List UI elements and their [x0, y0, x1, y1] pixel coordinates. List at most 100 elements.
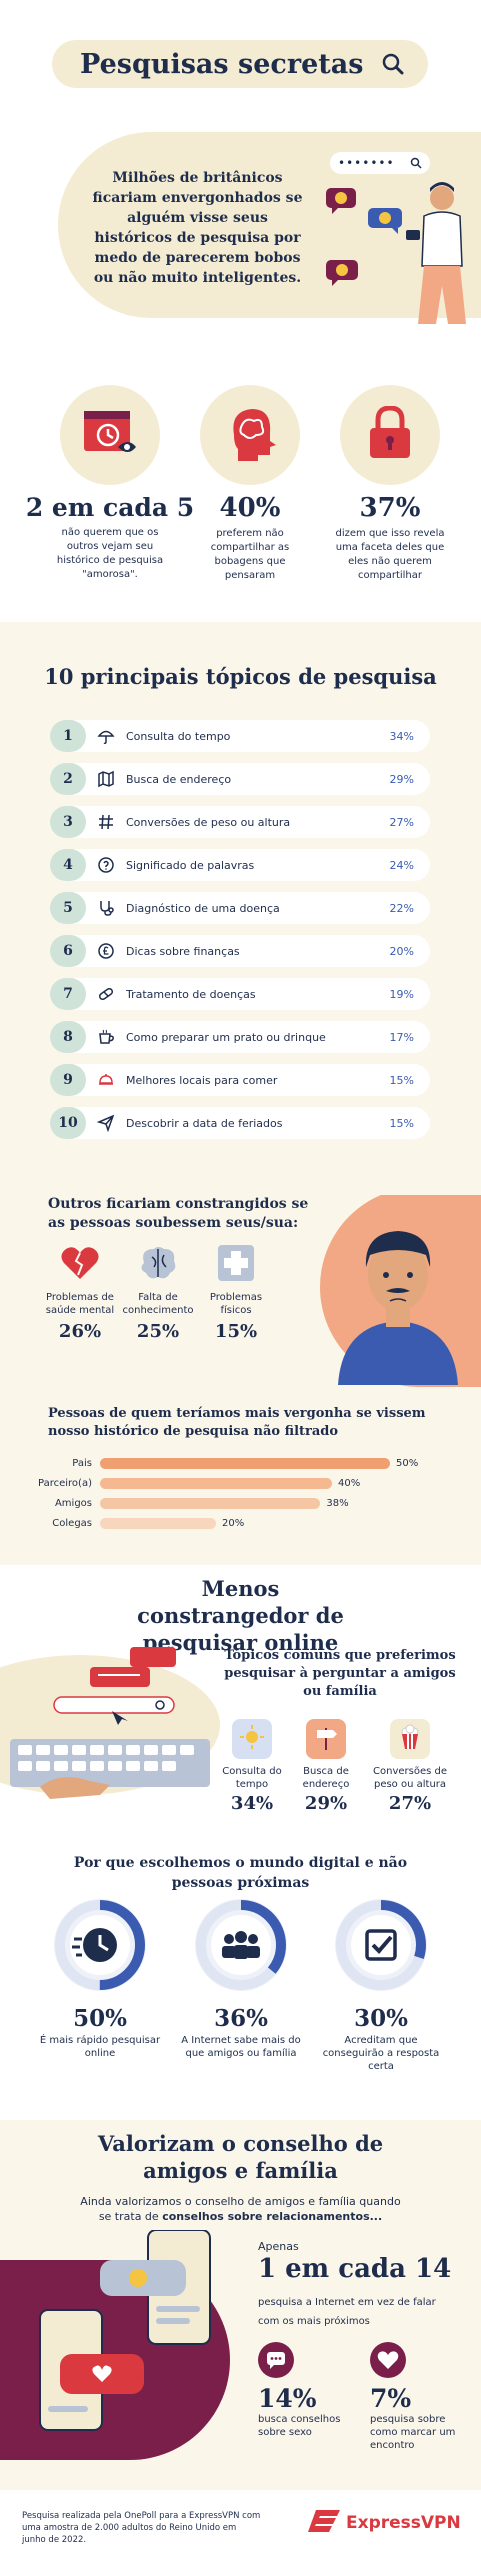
online-topic: Consulta do tempo 34%: [212, 1719, 292, 1814]
emoji-bubble-icon: [326, 260, 358, 290]
topic-row: 6 Dicas sobre finanças 20%: [50, 935, 430, 967]
stat-label: preferem não compartilhar as bobagens qu…: [210, 528, 290, 581]
item-value: 25%: [136, 1321, 180, 1342]
pound-icon: [86, 942, 126, 960]
stat-label: dizem que isso revela uma faceta deles q…: [335, 528, 445, 581]
bar-category-label: Amigos: [54, 1497, 92, 1509]
stat-label: não querem que os outros vejam seu histó…: [56, 527, 164, 580]
row-label: Tratamento de doenças: [126, 987, 256, 1001]
stat-value: 2 em cada 5: [25, 493, 195, 522]
embarrassed-section: Outros ficariam constrangidos se as pess…: [0, 1195, 481, 1565]
emoji-bubble-icon: [368, 208, 402, 238]
brand-logo[interactable]: ExpressVPN: [308, 2508, 461, 2538]
topic-label: Consulta do tempo: [222, 1766, 282, 1790]
man-with-phone-illustration: [402, 176, 481, 330]
item-label: Problemas físicos: [209, 1292, 263, 1316]
topic-icon-box: [390, 1719, 430, 1759]
brand-name: ExpressVPN: [346, 2513, 461, 2533]
stat-icon-circle: [200, 385, 300, 485]
cloche-icon: [86, 1071, 126, 1089]
topic-row: 1 Consulta do tempo 34%: [50, 720, 430, 752]
row-percent: 29%: [389, 772, 414, 786]
friends-item: 7% pesquisa sobre como marcar um encontr…: [370, 2342, 470, 2452]
donut-label: Acreditam que conseguirão a resposta cer…: [322, 2035, 440, 2072]
row-label: Diagnóstico de uma doença: [126, 901, 280, 915]
cup-icon: [86, 1028, 126, 1046]
donut-ring: [176, 1895, 306, 1995]
online-topic: Busca de endereço 29%: [286, 1719, 366, 1814]
online-subtitle: Tópicos comuns que preferimos pesquisar …: [224, 1648, 456, 1699]
row-percent: 15%: [389, 1116, 414, 1130]
head-brain-icon: [224, 405, 276, 465]
topic-row: 5 Diagnóstico de uma doença 22%: [50, 892, 430, 924]
expressvpn-logo-icon: [308, 2508, 342, 2538]
embarrassed-item: Problemas de saúde mental 26%: [40, 1245, 120, 1342]
donut-label: É mais rápido pesquisar online: [39, 2035, 161, 2059]
donut-stat: 50% É mais rápido pesquisar online: [35, 1895, 165, 2060]
bar-row: Pais 50%: [0, 1457, 418, 1469]
why-title: Por que escolhemos o mundo digital e não…: [73, 1855, 408, 1891]
row-percent: 15%: [389, 1073, 414, 1087]
bar-value-label: 20%: [222, 1517, 245, 1529]
topic-icon-box: [232, 1719, 272, 1759]
row-percent: 34%: [389, 729, 414, 743]
embarrassed-item: Problemas físicos 15%: [196, 1245, 276, 1342]
item-label: pesquisa sobre como marcar um encontro: [370, 2414, 456, 2451]
bar-category-label: Pais: [72, 1457, 92, 1469]
row-number: 6: [50, 935, 86, 967]
topic-value: 34%: [230, 1793, 274, 1814]
topic-value: 29%: [304, 1793, 348, 1814]
hash-icon: [86, 813, 126, 831]
item-label: Problemas de saúde mental: [45, 1292, 115, 1316]
item-value: 26%: [58, 1321, 102, 1342]
donut-stat: 30% Acreditam que conseguirão a resposta…: [316, 1895, 446, 2073]
row-label: Melhores locais para comer: [126, 1073, 278, 1087]
donut-label: A Internet sabe mais do que amigos ou fa…: [181, 2035, 301, 2059]
plane-icon: [86, 1114, 126, 1132]
chat-icon: [258, 2342, 294, 2378]
row-number: 3: [50, 806, 86, 838]
sun-icon: [239, 1724, 265, 1754]
big-label: pesquisa a Internet em vez de falar com …: [258, 2297, 436, 2327]
signpost-icon: [313, 1724, 339, 1754]
bar-row: Parceiro(a) 40%: [0, 1477, 360, 1489]
row-label: Dicas sobre finanças: [126, 944, 240, 958]
footer-note: Pesquisa realizada pela OnePoll para a E…: [22, 2511, 261, 2545]
umbrella-icon: [86, 727, 126, 745]
row-label: Busca de endereço: [126, 772, 232, 786]
stat-value: 37%: [359, 493, 421, 523]
item-value: 7%: [370, 2384, 412, 2413]
item-value: 15%: [214, 1321, 258, 1342]
friends-title: Valorizam o conselho de amigos e família: [97, 2131, 384, 2183]
row-label: Descobrir a data de feriados: [126, 1116, 283, 1130]
bar-value-label: 38%: [326, 1497, 349, 1509]
bar-value-label: 50%: [396, 1457, 419, 1469]
bar: [100, 1517, 216, 1529]
topic-value: 27%: [388, 1793, 432, 1814]
bar-category-label: Parceiro(a): [38, 1477, 92, 1489]
topic-label: Conversões de peso ou altura: [373, 1766, 447, 1790]
search-bar-illustration: •••••••: [330, 152, 430, 174]
big-stat: 1 em cada 14: [258, 2254, 458, 2284]
friends-subtitle: Ainda valorizamos o conselho de amigos e…: [80, 2194, 401, 2224]
row-percent: 27%: [389, 815, 414, 829]
donut-stat: 36% A Internet sabe mais do que amigos o…: [176, 1895, 306, 2060]
topic-row: 3 Conversões de peso ou altura 27%: [50, 806, 430, 838]
bar-row: Colegas 20%: [0, 1517, 244, 1529]
heart-icon: [370, 2342, 406, 2378]
footer: Pesquisa realizada pela OnePoll para a E…: [0, 2490, 481, 2560]
stat-value: 40%: [219, 493, 281, 523]
bar: [100, 1497, 321, 1509]
topic-label: Busca de endereço: [302, 1766, 350, 1790]
map-icon: [86, 770, 126, 788]
row-label: Consulta do tempo: [126, 729, 231, 743]
stat-icon-circle: [60, 385, 160, 485]
row-number: 10: [50, 1107, 86, 1139]
question-icon: [86, 856, 126, 874]
subtitle-plain: Ainda valorizamos o conselho de amigos e…: [80, 2195, 401, 2223]
friends-item: 14% busca conselhos sobre sexo: [258, 2342, 358, 2439]
row-percent: 22%: [389, 901, 414, 915]
search-icon: [380, 51, 406, 77]
row-percent: 17%: [389, 1030, 414, 1044]
item-label: busca conselhos sobre sexo: [258, 2414, 341, 2438]
